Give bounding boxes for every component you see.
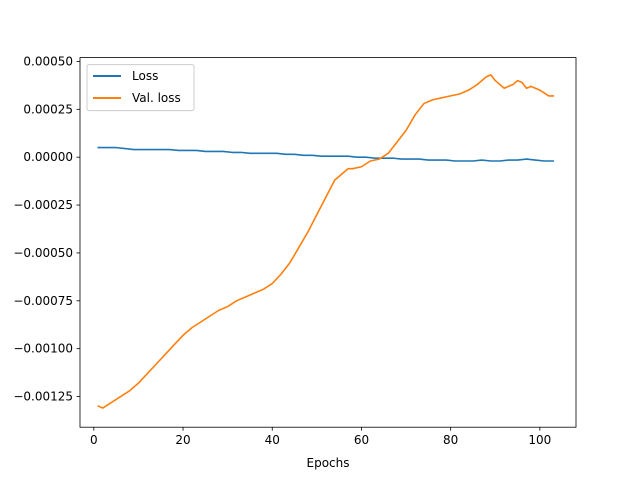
y-tick-label: 0.00025 (23, 102, 73, 116)
x-tick-label: 60 (354, 433, 369, 447)
y-tick-label: −0.00075 (13, 294, 73, 308)
y-tick-label: −0.00025 (13, 198, 73, 212)
x-tick-label: 100 (528, 433, 551, 447)
x-axis-label: Epochs (307, 456, 350, 470)
y-tick-label: 0.00000 (23, 150, 73, 164)
y-tick-label: 0.00050 (23, 54, 73, 68)
plot-area (80, 57, 576, 428)
series-line-val-loss (97, 74, 555, 409)
legend: Loss Val. loss (86, 64, 195, 112)
y-tick-label: −0.00100 (13, 342, 73, 356)
y-tick-label: −0.00050 (13, 246, 73, 260)
series-line-loss (97, 146, 555, 162)
axes-layer: 0 20 40 60 80 100 0.00050 0.00025 0.00000 −0.0002… (13, 54, 577, 447)
series-layer (97, 74, 555, 409)
legend-label-loss: Loss (132, 69, 158, 83)
y-tick-label: −0.00125 (13, 390, 73, 404)
axes-frame (79, 57, 577, 428)
x-tick-label: 80 (443, 433, 458, 447)
x-tick-label: 20 (175, 433, 190, 447)
x-tick-label: 40 (265, 433, 280, 447)
x-tick-label: 0 (90, 433, 98, 447)
legend-label-val-loss: Val. loss (132, 91, 181, 105)
